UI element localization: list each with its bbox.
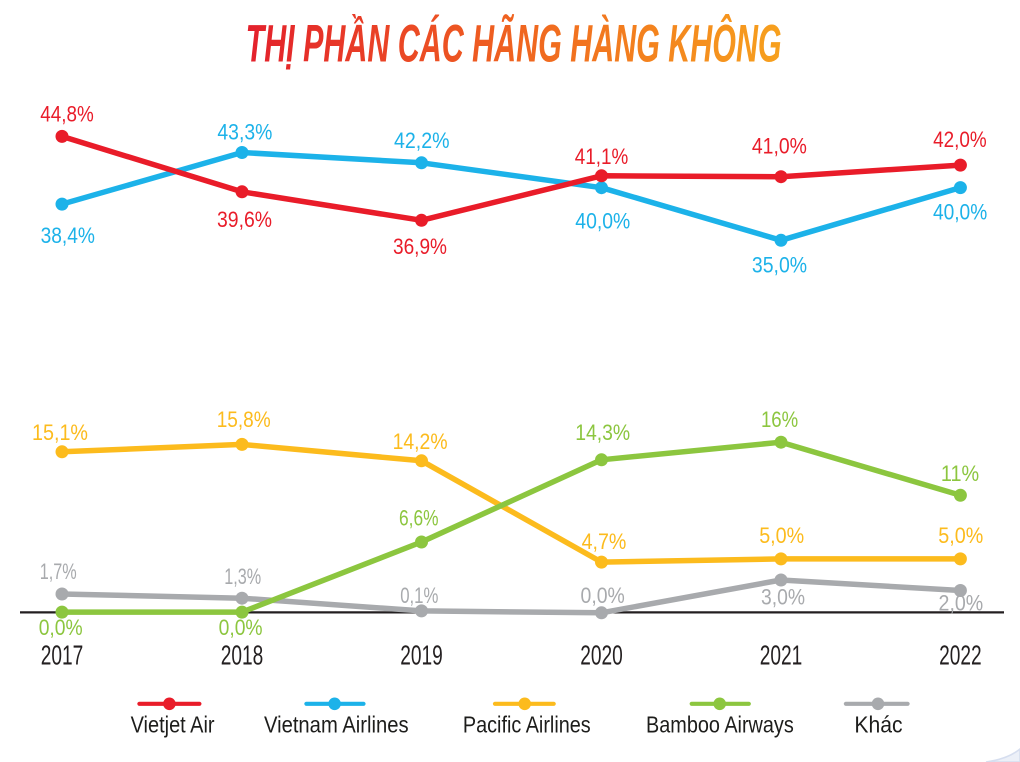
svg-text:11%: 11% bbox=[941, 461, 979, 486]
svg-text:35,0%: 35,0% bbox=[752, 253, 807, 278]
svg-text:38,4%: 38,4% bbox=[41, 223, 95, 248]
svg-text:40,0%: 40,0% bbox=[933, 200, 987, 225]
svg-text:5,0%: 5,0% bbox=[938, 523, 983, 548]
svg-text:0,0%: 0,0% bbox=[219, 615, 263, 640]
svg-text:44,8%: 44,8% bbox=[40, 102, 94, 127]
svg-text:1,7%: 1,7% bbox=[40, 559, 77, 584]
svg-text:2018: 2018 bbox=[221, 639, 264, 670]
svg-text:15,8%: 15,8% bbox=[217, 407, 271, 432]
svg-text:2021: 2021 bbox=[760, 639, 803, 670]
svg-text:2017: 2017 bbox=[41, 639, 84, 670]
svg-text:6,6%: 6,6% bbox=[399, 505, 439, 530]
svg-text:43,3%: 43,3% bbox=[217, 120, 272, 145]
svg-text:2,0%: 2,0% bbox=[939, 590, 984, 615]
svg-text:0,0%: 0,0% bbox=[581, 583, 625, 608]
svg-text:1,3%: 1,3% bbox=[224, 564, 261, 589]
svg-text:15,1%: 15,1% bbox=[32, 420, 88, 445]
svg-text:41,1%: 41,1% bbox=[575, 144, 629, 169]
svg-text:16%: 16% bbox=[761, 407, 798, 432]
svg-text:40,0%: 40,0% bbox=[575, 209, 630, 234]
svg-text:THỊ PHẦN CÁC HÃNG HÀNG KHÔNG: THỊ PHẦN CÁC HÃNG HÀNG KHÔNG bbox=[246, 15, 782, 74]
svg-text:42,2%: 42,2% bbox=[394, 128, 450, 153]
svg-text:14,3%: 14,3% bbox=[575, 420, 630, 445]
svg-text:0,1%: 0,1% bbox=[400, 583, 438, 608]
svg-text:2020: 2020 bbox=[580, 639, 623, 670]
svg-text:14,2%: 14,2% bbox=[393, 429, 448, 454]
svg-text:Vietnam Airlines: Vietnam Airlines bbox=[264, 712, 409, 738]
svg-text:Khác: Khác bbox=[854, 712, 902, 738]
svg-text:2019: 2019 bbox=[400, 639, 443, 670]
svg-text:2022: 2022 bbox=[939, 639, 982, 670]
svg-text:36,9%: 36,9% bbox=[393, 234, 447, 259]
svg-text:39,6%: 39,6% bbox=[217, 207, 272, 232]
svg-text:4,7%: 4,7% bbox=[582, 529, 627, 554]
svg-text:Vietjet Air: Vietjet Air bbox=[131, 712, 215, 738]
svg-text:3,0%: 3,0% bbox=[761, 584, 805, 609]
svg-text:42,0%: 42,0% bbox=[933, 127, 987, 152]
svg-text:41,0%: 41,0% bbox=[752, 133, 807, 158]
svg-text:Pacific Airlines: Pacific Airlines bbox=[463, 712, 591, 738]
svg-text:0,0%: 0,0% bbox=[39, 615, 83, 640]
svg-text:Bamboo Airways: Bamboo Airways bbox=[646, 712, 794, 738]
svg-text:5,0%: 5,0% bbox=[759, 523, 804, 548]
